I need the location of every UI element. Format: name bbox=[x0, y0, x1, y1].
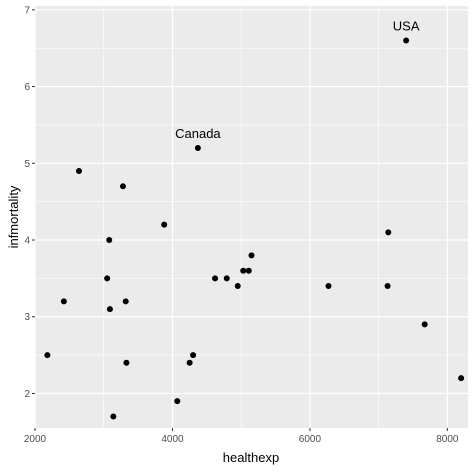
x-tick-label: 2000 bbox=[24, 434, 47, 445]
data-point bbox=[421, 321, 428, 328]
point-labels: Canada USA bbox=[175, 19, 420, 141]
point-label: USA bbox=[393, 19, 420, 34]
data-point bbox=[174, 398, 181, 405]
data-points bbox=[44, 37, 465, 420]
data-point bbox=[106, 237, 113, 244]
data-point bbox=[223, 275, 230, 282]
grid-major bbox=[34, 6, 468, 428]
data-point bbox=[385, 229, 392, 236]
point-label: Canada bbox=[175, 126, 221, 141]
y-tick-label: 3 bbox=[24, 312, 30, 323]
plot-panel bbox=[35, 6, 468, 428]
data-point bbox=[106, 306, 113, 313]
data-point bbox=[245, 267, 252, 274]
y-axis-ticks: 2 3 4 5 6 7 bbox=[24, 5, 35, 400]
data-point bbox=[240, 267, 247, 274]
data-point bbox=[122, 298, 129, 305]
data-point bbox=[248, 252, 255, 259]
data-point bbox=[123, 359, 130, 366]
data-point bbox=[161, 221, 168, 228]
data-point bbox=[190, 352, 197, 359]
data-point bbox=[60, 298, 67, 305]
y-tick-label: 2 bbox=[24, 389, 30, 400]
y-tick-label: 4 bbox=[24, 236, 30, 247]
y-tick-label: 7 bbox=[24, 5, 30, 16]
watermark: 知乎 @scarecrow bbox=[370, 444, 462, 458]
y-axis-title: infmortality bbox=[6, 185, 21, 248]
data-point bbox=[325, 283, 332, 290]
y-tick-label: 6 bbox=[24, 82, 30, 93]
data-point bbox=[119, 183, 126, 190]
data-point bbox=[212, 275, 219, 282]
data-point bbox=[458, 375, 465, 382]
data-point bbox=[104, 275, 111, 282]
data-point bbox=[186, 359, 193, 366]
data-point bbox=[384, 283, 391, 290]
data-point bbox=[234, 283, 241, 290]
data-point bbox=[75, 167, 82, 174]
x-tick-label: 4000 bbox=[161, 434, 184, 445]
x-axis-ticks: 2000 4000 6000 8000 bbox=[24, 428, 459, 445]
x-axis-title: healthexp bbox=[223, 450, 279, 465]
x-tick-label: 6000 bbox=[299, 434, 322, 445]
x-tick-label: 8000 bbox=[436, 434, 459, 445]
data-point bbox=[403, 37, 410, 44]
data-point bbox=[194, 144, 201, 151]
data-point bbox=[110, 413, 117, 420]
y-tick-label: 5 bbox=[24, 159, 30, 170]
data-point bbox=[44, 352, 51, 359]
